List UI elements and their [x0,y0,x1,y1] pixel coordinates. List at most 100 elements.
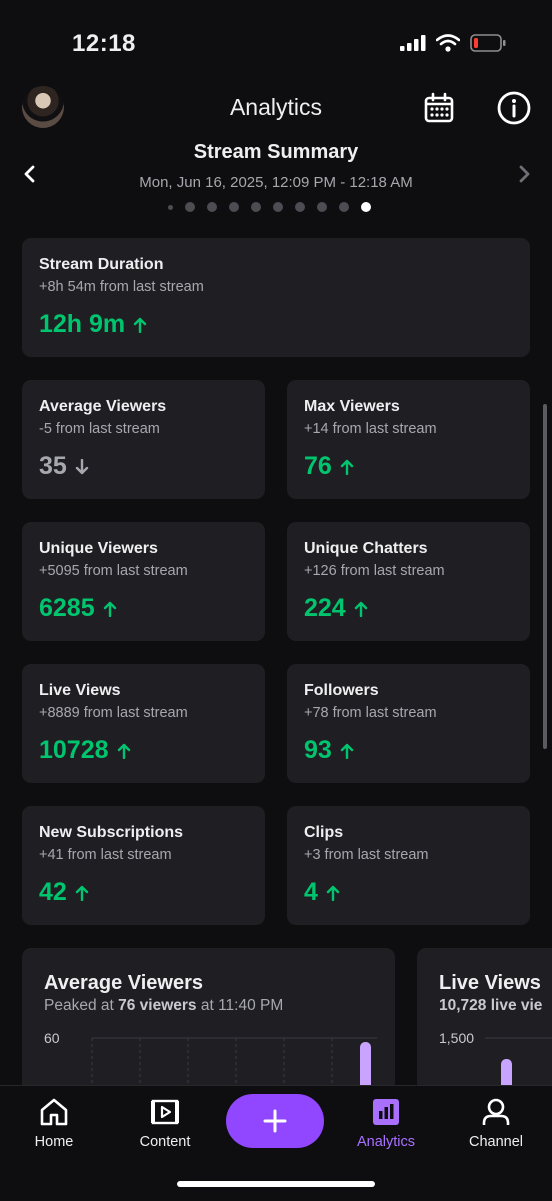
chart-subtitle: 10,728 live vie [439,997,542,1015]
stat-delta: +8h 54m from last stream [39,279,204,295]
stat-value-text: 35 [39,452,67,480]
chart-subtitle-suffix: at 11:40 PM [196,997,284,1014]
channel-icon [482,1098,510,1125]
scrollbar[interactable] [543,404,547,749]
arrow-down-icon [75,458,89,474]
status-bar: 12:18 [0,0,552,90]
summary-date: Mon, Jun 16, 2025, 12:09 PM - 12:18 AM [139,174,413,191]
chart-y-tick: 60 [44,1030,60,1046]
page-dots[interactable] [168,202,371,212]
stat-value: 10728 [39,736,131,765]
calendar-icon[interactable] [423,92,455,124]
page-dot[interactable] [339,202,349,212]
wifi-icon [436,34,460,52]
stat-label: Live Views [39,682,121,699]
stat-delta: +78 from last stream [304,705,437,721]
stat-delta: +41 from last stream [39,847,172,863]
stat-card-live-views[interactable]: Live Views +8889 from last stream 10728 [22,664,265,783]
stat-label: Average Viewers [39,398,167,415]
analytics-icon [373,1099,399,1125]
chevron-right-icon[interactable] [514,162,534,186]
tab-label: Home [34,1134,74,1150]
plus-icon [263,1109,287,1133]
stat-label: Followers [304,682,379,699]
stat-label: New Subscriptions [39,824,184,841]
chart-subtitle: Peaked at 76 viewers at 11:40 PM [44,997,283,1015]
page-dot[interactable] [229,202,239,212]
stat-delta: +5095 from last stream [39,563,188,579]
stat-value: 6285 [39,594,117,623]
stat-card-unique-viewers[interactable]: Unique Viewers +5095 from last stream 62… [22,522,265,641]
stat-card-average-viewers[interactable]: Average Viewers -5 from last stream 35 [22,380,265,499]
arrow-up-icon [117,743,130,759]
stat-delta: +126 from last stream [304,563,445,579]
stat-card-followers[interactable]: Followers +78 from last stream 93 [287,664,530,783]
home-icon [40,1098,68,1126]
stat-value: 35 [39,452,89,481]
chart-subtitle-total: 10,728 live vie [439,997,543,1014]
chart-title: Live Views [439,972,541,994]
stat-value-text: 4 [304,878,318,906]
avatar[interactable] [22,86,64,128]
stat-label: Stream Duration [39,256,164,273]
tab-label: Content [139,1134,191,1150]
header: Analytics [0,84,552,132]
page-dot[interactable] [317,202,327,212]
page-dot[interactable] [361,202,371,212]
stat-label: Clips [304,824,344,841]
stat-value-text: 42 [39,878,67,906]
chart-plot-live-views [485,1037,552,1108]
stat-value: 4 [304,878,340,907]
stat-card-clips[interactable]: Clips +3 from last stream 4 [287,806,530,925]
arrow-up-icon [326,885,340,901]
chart-y-tick: 1,500 [439,1030,475,1046]
status-icons [400,34,506,52]
tab-channel[interactable]: Channel [451,1096,541,1150]
stat-value-text: 76 [304,452,332,480]
tab-home[interactable]: Home [9,1096,99,1150]
arrow-up-icon [354,601,367,617]
status-time: 12:18 [72,30,136,57]
page-dot[interactable] [295,202,305,212]
stat-card-unique-chatters[interactable]: Unique Chatters +126 from last stream 22… [287,522,530,641]
chart-title: Average Viewers [44,972,203,994]
page-dot[interactable] [273,202,283,212]
info-icon[interactable] [496,90,532,126]
page-dot[interactable] [168,204,173,210]
chart-subtitle-peak: 76 viewers [118,997,197,1014]
stat-value-text: 10728 [39,736,109,764]
stat-value-text: 224 [304,594,346,622]
summary-title: Stream Summary [193,141,359,163]
tab-label: Channel [468,1134,523,1150]
chart-card-live-views[interactable]: Live Views 10,728 live vie 1,500 [417,948,552,1108]
tab-content[interactable]: Content [120,1096,210,1150]
stat-value: 224 [304,594,368,623]
arrow-up-icon [340,459,354,475]
stream-summary-header: Stream Summary Mon, Jun 16, 2025, 12:09 … [0,140,552,220]
stat-label: Max Viewers [304,398,400,415]
page-title: Analytics [229,94,323,120]
stat-value-text: 12h 9m [39,310,126,338]
page-dot[interactable] [207,202,217,212]
stat-value-text: 93 [304,736,332,764]
chart-plot-average-viewers [91,1037,377,1108]
chart-card-average-viewers[interactable]: Average Viewers Peaked at 76 viewers at … [22,948,395,1108]
battery-icon [470,34,506,52]
chevron-left-icon[interactable] [20,162,40,186]
arrow-up-icon [75,885,89,901]
arrow-up-icon [133,317,147,333]
tab-analytics[interactable]: Analytics [341,1096,431,1150]
stat-label: Unique Chatters [304,540,428,557]
create-button[interactable] [226,1094,324,1148]
stat-delta: +14 from last stream [304,421,437,437]
page-dot[interactable] [251,202,261,212]
stat-card-stream-duration[interactable]: Stream Duration +8h 54m from last stream… [22,238,530,357]
stat-card-max-viewers[interactable]: Max Viewers +14 from last stream 76 [287,380,530,499]
stat-value: 12h 9m [39,310,147,339]
stat-value: 93 [304,736,354,765]
page-dot[interactable] [185,202,195,212]
arrow-up-icon [103,601,116,617]
stat-card-new-subscriptions[interactable]: New Subscriptions +41 from last stream 4… [22,806,265,925]
stat-delta: +3 from last stream [304,847,429,863]
stat-delta: +8889 from last stream [39,705,188,721]
